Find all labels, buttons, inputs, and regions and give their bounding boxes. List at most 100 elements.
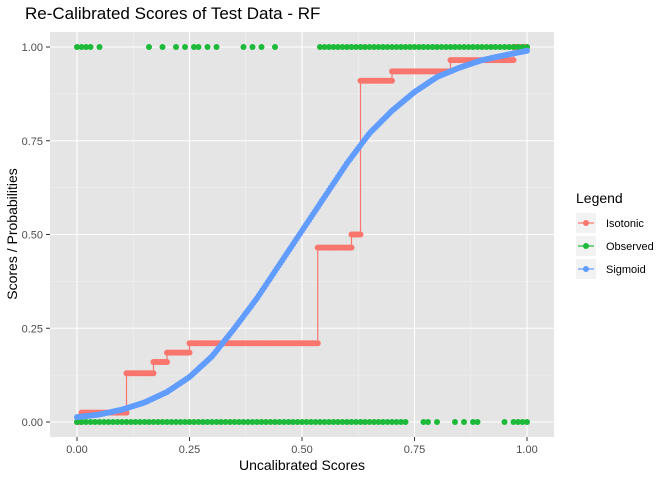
observed-point [398, 419, 404, 425]
observed-point [285, 419, 292, 425]
observed-point [470, 44, 476, 50]
observed-point [461, 44, 467, 50]
observed-point [272, 419, 278, 425]
observed-point [393, 44, 400, 50]
observed-point [434, 419, 440, 425]
observed-point [209, 419, 215, 425]
observed-point [339, 44, 346, 50]
observed-point [425, 419, 431, 425]
observed-point [312, 419, 319, 425]
observed-point [335, 44, 341, 50]
observed-point [348, 419, 355, 425]
observed-point [222, 419, 229, 425]
observed-point [479, 44, 485, 50]
observed-point [281, 419, 287, 425]
observed-point [245, 419, 251, 425]
y-axis-ticks: 0.00 0.25 0.50 0.75 1.00 [22, 42, 50, 429]
observed-point [384, 419, 391, 425]
observed-point [519, 419, 526, 425]
observed-point [326, 44, 332, 50]
observed-point [240, 419, 247, 425]
observed-point [263, 419, 269, 425]
observed-point [150, 419, 157, 425]
observed-point [357, 419, 364, 425]
observed-point [74, 44, 80, 50]
observed-point [173, 44, 179, 50]
observed-point [335, 419, 341, 425]
observed-point [366, 419, 373, 425]
y-axis-title: Scores / Probabilities [4, 168, 20, 300]
observed-point [470, 419, 476, 425]
observed-point [506, 44, 512, 50]
observed-point [371, 419, 377, 425]
observed-point [384, 44, 391, 50]
observed-point [375, 44, 382, 50]
observed-point [443, 44, 449, 50]
observed-point [204, 44, 211, 50]
y-tick-label: 1.00 [22, 42, 43, 54]
x-tick-label: 1.00 [516, 444, 537, 456]
legend-key-point [583, 243, 589, 249]
x-axis-ticks: 0.00 0.25 0.50 0.75 1.00 [66, 437, 538, 456]
sigmoid-point [524, 47, 530, 54]
observed-point [438, 44, 445, 50]
y-tick-label: 0.00 [22, 417, 43, 429]
observed-point [182, 419, 188, 425]
observed-point [110, 419, 116, 425]
observed-point [308, 419, 314, 425]
observed-point [357, 44, 364, 50]
observed-point [366, 44, 373, 50]
observed-point [452, 44, 458, 50]
observed-point [213, 419, 220, 425]
y-tick-label: 0.75 [22, 136, 43, 148]
observed-point [474, 419, 481, 425]
observed-point [425, 44, 431, 50]
observed-point [236, 419, 242, 425]
observed-point [128, 419, 134, 425]
observed-point [353, 44, 359, 50]
observed-point [101, 419, 107, 425]
observed-point [92, 419, 98, 425]
observed-point [339, 419, 346, 425]
observed-point [411, 44, 418, 50]
observed-point [398, 44, 404, 50]
observed-point [299, 419, 305, 425]
observed-point [420, 419, 427, 425]
observed-point [272, 44, 278, 50]
sigmoid-series [74, 47, 530, 421]
isotonic-point [150, 370, 157, 377]
observed-point [141, 419, 148, 425]
observed-point [371, 44, 377, 50]
observed-point [114, 419, 121, 425]
observed-point [326, 419, 332, 425]
observed-point [258, 44, 265, 50]
isotonic-point [510, 57, 517, 64]
isotonic-point [389, 77, 395, 84]
observed-point [168, 419, 175, 425]
observed-point [501, 419, 508, 425]
x-tick-label: 0.00 [66, 444, 87, 456]
observed-point [380, 44, 386, 50]
observed-point [294, 419, 301, 425]
observed-point [204, 419, 211, 425]
observed-point [231, 419, 238, 425]
observed-point [447, 44, 454, 50]
observed-point [123, 419, 130, 425]
observed-point [218, 419, 224, 425]
observed-point [317, 419, 323, 425]
observed-point [420, 44, 427, 50]
observed-point [353, 419, 359, 425]
observed-point [191, 419, 197, 425]
observed-point [429, 44, 436, 50]
observed-point [249, 419, 256, 425]
observed-point [501, 44, 508, 50]
isotonic-point [186, 349, 193, 356]
observed-point [159, 44, 166, 50]
legend-label: Isotonic [606, 218, 644, 230]
observed-point [78, 419, 85, 425]
legend-label: Sigmoid [606, 264, 646, 276]
legend: Legend Isotonic Observed Sigmoid [576, 190, 654, 279]
observed-point [497, 44, 503, 50]
observed-point [105, 419, 112, 425]
observed-point [195, 44, 202, 50]
